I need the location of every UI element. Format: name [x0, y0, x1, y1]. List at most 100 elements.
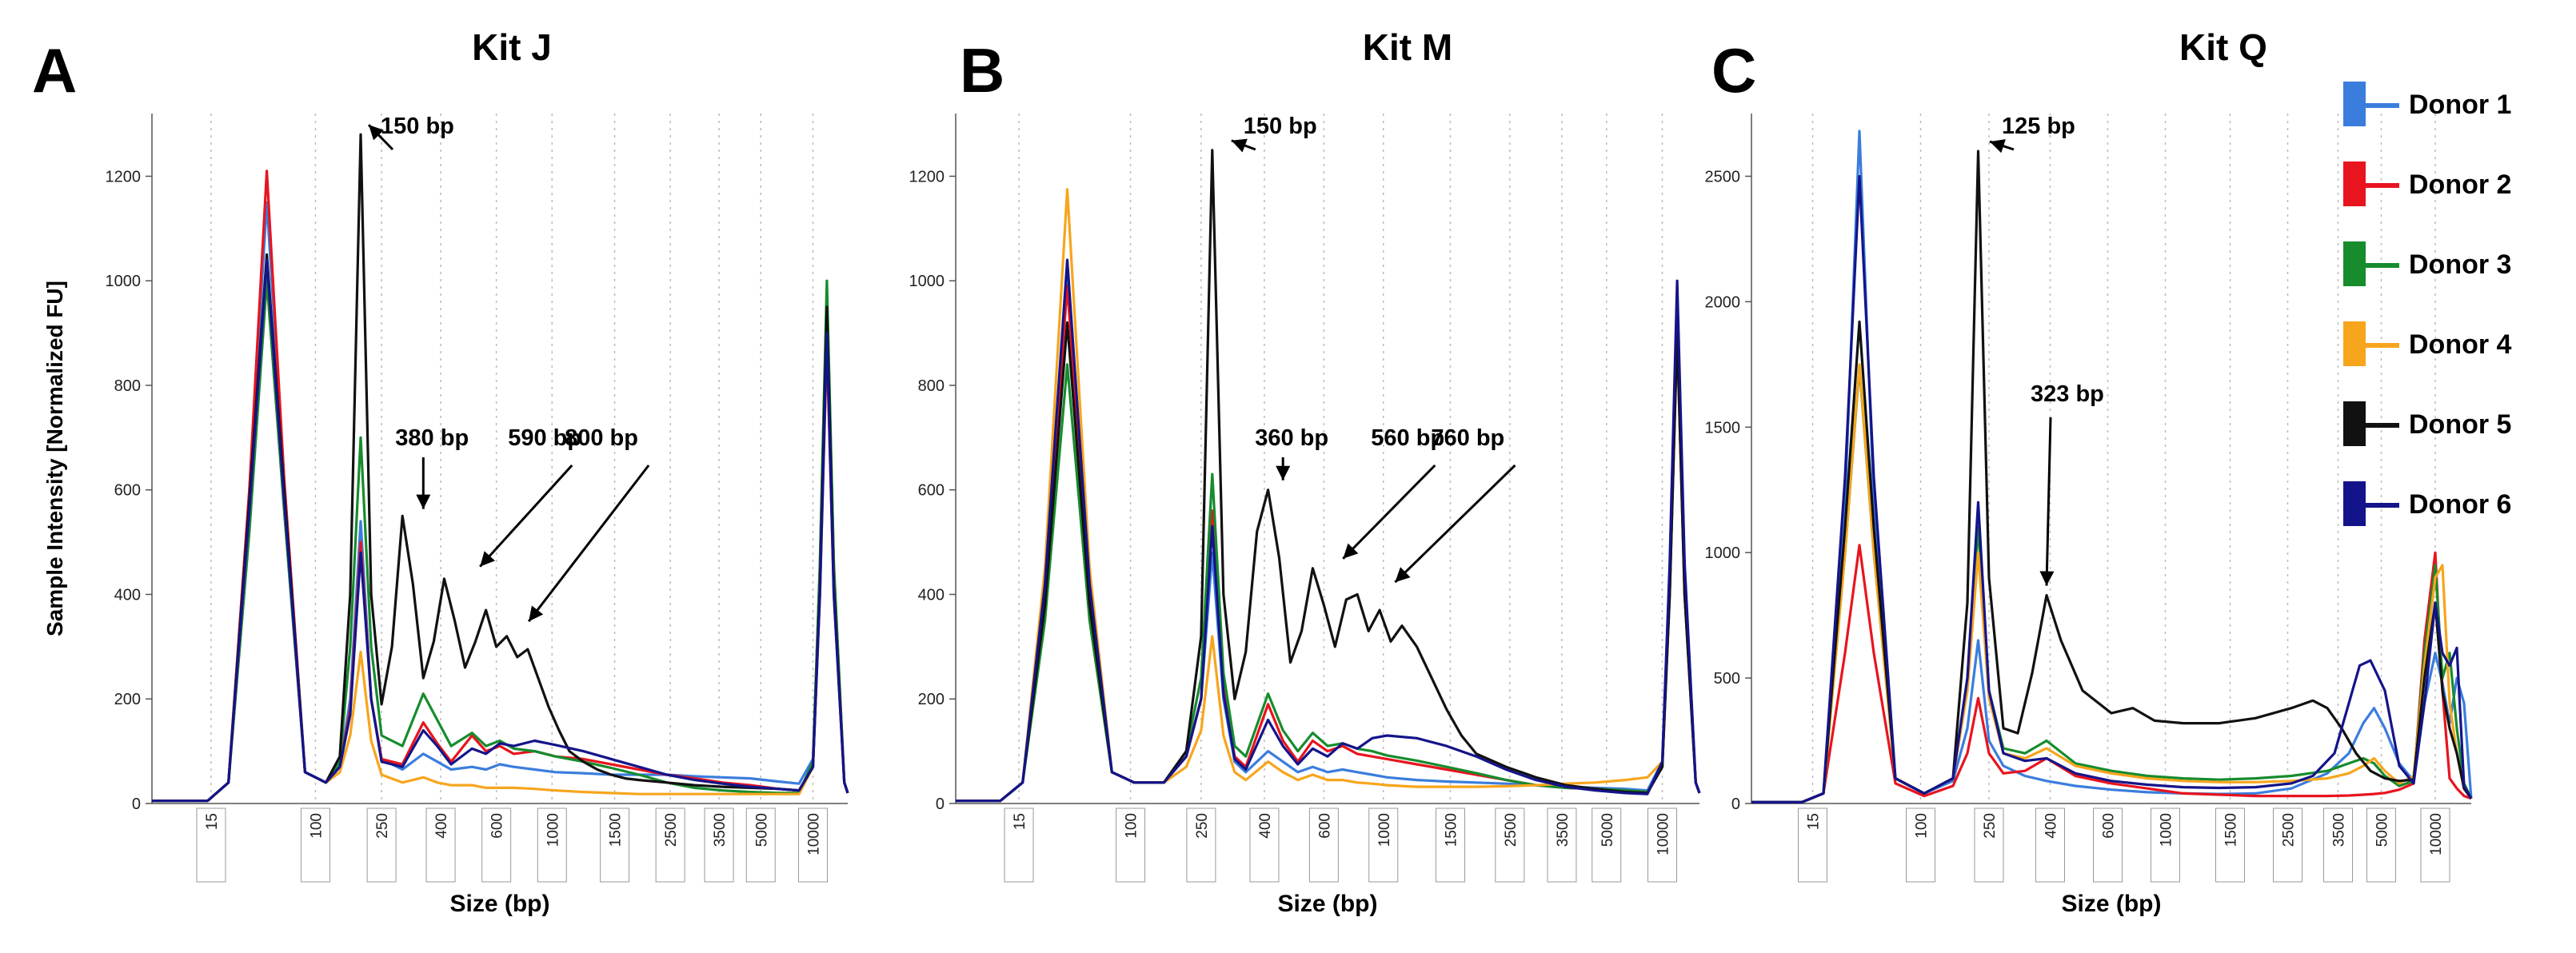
series-line-donor-1: [152, 201, 849, 803]
y-tick-label: 200: [114, 691, 141, 708]
x-tick-label: 400: [1257, 813, 1274, 839]
annotation-arrowhead: [369, 125, 385, 141]
x-tick-label: 250: [374, 813, 391, 839]
x-tick-box: [2366, 807, 2396, 883]
legend-label: Donor 6: [2409, 489, 2511, 520]
legend-label: Donor 5: [2409, 409, 2511, 440]
series-line-donor-2: [1751, 544, 2472, 803]
annotation-label: 150 bp: [1244, 114, 1317, 139]
annotation-arrowhead: [1276, 465, 1291, 480]
x-tick-label: 3500: [712, 813, 729, 847]
x-tick-label: 400: [433, 813, 450, 839]
x-tick-label: 600: [489, 813, 506, 839]
annotation-arrow: [1342, 464, 1436, 560]
panel-letter: A: [32, 35, 77, 106]
y-tick-label: 600: [114, 482, 141, 500]
y-tick-label: 400: [114, 586, 141, 604]
panel-a: A Kit J 0 200 400 600 800 1000 1200 15 100 250 400 60…: [32, 26, 849, 917]
annotation-arrowhead: [529, 605, 544, 622]
panel-letter: B: [960, 35, 1004, 106]
annotation-arrowhead: [1395, 567, 1411, 583]
series-line-donor-5: [152, 133, 849, 803]
x-tick-box: [1647, 807, 1677, 883]
x-tick-box: [1547, 807, 1577, 883]
y-tick-label: 0: [1731, 795, 1740, 813]
x-tick-box: [600, 807, 630, 883]
x-tick-box: [300, 807, 330, 883]
series-line-donor-1: [956, 279, 1701, 803]
panel-title: Kit Q: [2179, 26, 2267, 68]
panel-title: Kit M: [1363, 26, 1452, 68]
x-tick-label: 2500: [663, 813, 680, 847]
x-tick-box: [1249, 807, 1280, 883]
x-tick-label: 2500: [1503, 813, 1520, 847]
annotation-arrowhead: [480, 551, 495, 567]
x-tick-box: [1116, 807, 1146, 883]
legend-label: Donor 3: [2409, 249, 2511, 280]
x-tick-label: 600: [2101, 813, 2118, 839]
x-tick-label: 250: [1982, 813, 1999, 839]
legend-swatch: [2343, 321, 2366, 366]
x-tick-label: 15: [1012, 813, 1028, 830]
y-tick-label: 400: [918, 586, 945, 604]
x-tick-label: 100: [308, 813, 325, 839]
series-line-donor-1: [1751, 130, 2473, 803]
x-tick-label: 1000: [545, 813, 561, 847]
x-tick-label: 10000: [806, 813, 823, 855]
annotation-label: 760 bp: [1431, 425, 1504, 451]
x-tick-label: 1500: [2223, 813, 2240, 847]
x-tick-box: [1798, 807, 1827, 883]
x-axis-label: Size (bp): [2062, 891, 2162, 917]
annotation-label: 125 bp: [2002, 114, 2075, 139]
x-tick-box: [1906, 807, 1935, 883]
x-axis-label: Size (bp): [450, 891, 550, 917]
annotation-arrowhead: [1343, 543, 1359, 559]
x-tick-label: 1500: [608, 813, 625, 847]
x-tick-label: 100: [1124, 813, 1140, 839]
y-tick-label: 1200: [909, 168, 945, 185]
y-tick-label: 200: [918, 691, 945, 708]
x-tick-box: [2035, 807, 2065, 883]
x-tick-box: [1186, 807, 1216, 883]
series-line-donor-6: [152, 258, 849, 803]
y-tick-label: 2000: [1705, 293, 1741, 311]
x-tick-label: 15: [204, 813, 221, 830]
x-tick-label: 15: [1806, 813, 1823, 830]
x-tick-box: [745, 807, 776, 883]
legend-label: Donor 4: [2409, 329, 2512, 360]
x-tick-box: [196, 807, 226, 883]
legend-swatch: [2343, 82, 2366, 126]
x-tick-box: [1004, 807, 1034, 883]
y-tick-label: 0: [132, 795, 141, 813]
x-tick-box: [2151, 807, 2180, 883]
x-tick-label: 5000: [1600, 813, 1616, 847]
annotation-label: 800 bp: [565, 425, 638, 451]
x-tick-box: [1592, 807, 1622, 883]
y-tick-label: 600: [918, 482, 945, 500]
annotation-label: 360 bp: [1255, 425, 1328, 451]
x-tick-box: [1495, 807, 1525, 883]
annotation-arrow: [527, 465, 650, 623]
annotation-label: 380 bp: [395, 425, 469, 451]
x-tick-box: [2420, 807, 2450, 883]
x-tick-label: 10000: [2428, 813, 2445, 855]
annotation-arrowhead: [1231, 138, 1248, 153]
legend-label: Donor 2: [2409, 169, 2511, 200]
x-tick-label: 1500: [1443, 813, 1460, 847]
series-line-donor-5: [956, 149, 1701, 803]
annotation-arrowhead: [2039, 571, 2055, 586]
y-tick-label: 1000: [1705, 544, 1741, 562]
x-tick-label: 10000: [1655, 813, 1672, 855]
x-tick-box: [481, 807, 512, 883]
y-tick-label: 800: [114, 377, 141, 395]
x-tick-box: [798, 807, 828, 883]
x-tick-label: 100: [1914, 813, 1931, 839]
panel-b: B Kit M 0 200 400 600 800 1000 1200 15 100 250 400 60…: [909, 26, 1701, 917]
panel-letter: C: [1711, 35, 1756, 106]
x-tick-label: 5000: [753, 813, 770, 847]
x-tick-box: [366, 807, 397, 883]
x-tick-label: 5000: [2374, 813, 2391, 847]
x-tick-label: 3500: [2331, 813, 2348, 847]
legend-swatch: [2343, 481, 2366, 526]
x-tick-label: 1000: [2159, 813, 2175, 847]
